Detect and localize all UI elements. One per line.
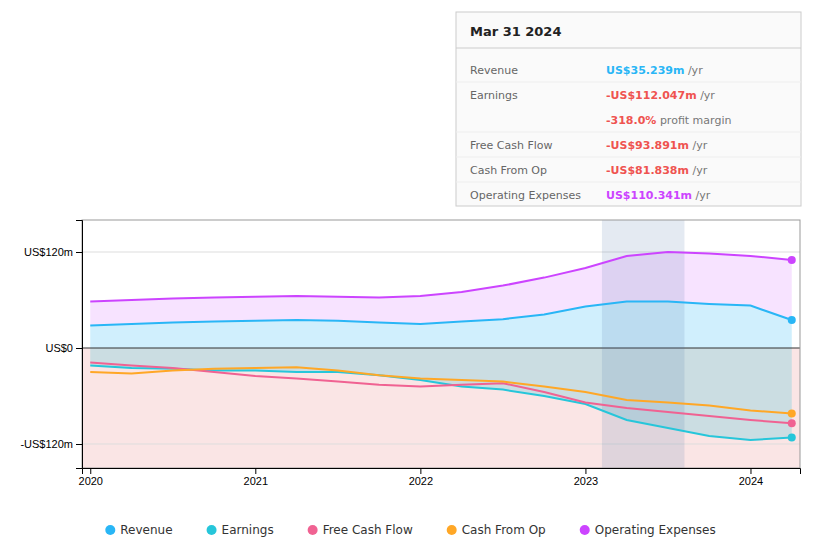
legend-swatch xyxy=(580,525,590,535)
tick-mark xyxy=(76,252,82,253)
info-suffix: profit margin xyxy=(656,114,731,127)
info-label: Cash From Op xyxy=(470,164,547,177)
tick-label: -US$120m xyxy=(20,438,73,450)
legend-item: Operating Expenses xyxy=(580,523,716,537)
info-divider xyxy=(456,132,801,133)
tick-mark xyxy=(76,348,82,349)
tick-label: US$0 xyxy=(45,342,73,354)
x-tick: 2024 xyxy=(739,468,763,487)
info-suffix: /yr xyxy=(689,164,708,177)
info-label: Earnings xyxy=(470,89,518,102)
zero-line xyxy=(82,347,800,348)
tick-label: 2022 xyxy=(409,475,433,487)
info-value: -US$112.047m xyxy=(606,89,697,102)
info-label: Revenue xyxy=(470,64,518,77)
tick-label: 2024 xyxy=(739,475,763,487)
tick-mark xyxy=(76,444,82,445)
x-axis: 2020 2021 2022 2023 2024 xyxy=(79,468,801,487)
info-suffix: /yr xyxy=(684,64,703,77)
legend-swatch xyxy=(447,525,457,535)
info-value: US$110.341m xyxy=(606,189,692,202)
x-tick: 2021 xyxy=(244,468,268,487)
legend-label: Operating Expenses xyxy=(595,523,716,537)
info-divider xyxy=(456,82,801,83)
series-line xyxy=(90,362,791,423)
loss-region xyxy=(82,348,800,468)
tick-mark xyxy=(90,468,91,474)
info-value: -US$81.838m xyxy=(606,164,689,177)
end-dot xyxy=(788,410,796,418)
series-line xyxy=(90,366,791,440)
tick-label: 2023 xyxy=(574,475,598,487)
tick-mark xyxy=(585,468,586,474)
info-box-frame xyxy=(456,12,801,206)
info-suffix: /yr xyxy=(697,89,716,102)
legend-label: Free Cash Flow xyxy=(323,523,413,537)
plot-frame xyxy=(82,220,800,468)
y-tick: -US$120m xyxy=(20,438,82,450)
tick-label: US$120m xyxy=(24,246,73,258)
legend-item: Earnings xyxy=(207,523,274,537)
end-dot xyxy=(788,256,796,264)
info-box: Mar 31 2024 Revenue US$35.239m /yr Earnings… xyxy=(456,12,801,206)
legend-label: Earnings xyxy=(222,523,274,537)
x-tick: 2020 xyxy=(79,468,103,487)
end-dot xyxy=(788,419,796,427)
tick-label: 2021 xyxy=(244,475,268,487)
y-axis: -US$120m US$0 US$120m xyxy=(20,221,82,469)
legend: Revenue Earnings Free Cash Flow Cash From O… xyxy=(105,523,715,537)
series-line xyxy=(90,302,791,326)
info-label: Free Cash Flow xyxy=(470,139,553,152)
info-label: Operating Expenses xyxy=(470,189,581,202)
tick-mark xyxy=(420,468,421,474)
highlight-band xyxy=(602,220,685,468)
tick-mark xyxy=(255,468,256,474)
x-tick: 2022 xyxy=(409,468,433,487)
chart: 2020 2021 2022 2023 2024 -US$120m US$0 US$120m M… xyxy=(0,0,821,560)
info-suffix: /yr xyxy=(692,189,711,202)
plot-marks xyxy=(82,220,800,468)
legend-item: Revenue xyxy=(105,523,172,537)
grid-line xyxy=(82,444,800,445)
legend-label: Revenue xyxy=(120,523,172,537)
axis-line xyxy=(83,469,801,475)
info-divider xyxy=(456,48,801,49)
end-dot xyxy=(788,316,796,324)
info-value: US$35.239m xyxy=(606,64,684,77)
y-tick: US$0 xyxy=(45,342,82,354)
info-divider xyxy=(456,157,801,158)
end-dot xyxy=(788,434,796,442)
info-title: Mar 31 2024 xyxy=(470,24,561,39)
legend-label: Cash From Op xyxy=(462,523,546,537)
info-divider xyxy=(456,182,801,183)
legend-swatch xyxy=(105,525,115,535)
info-value: -318.0% xyxy=(606,114,656,127)
series-line xyxy=(90,367,791,413)
info-value: -US$93.891m xyxy=(606,139,689,152)
area-fill xyxy=(90,348,791,440)
x-tick: 2023 xyxy=(574,468,598,487)
legend-swatch xyxy=(207,525,217,535)
y-tick: US$120m xyxy=(24,246,82,258)
legend-item: Free Cash Flow xyxy=(308,523,413,537)
legend-swatch xyxy=(308,525,318,535)
tick-label: 2020 xyxy=(79,475,103,487)
expense-band xyxy=(90,252,791,326)
info-suffix: /yr xyxy=(689,139,708,152)
axis-line xyxy=(76,221,83,469)
legend-item: Cash From Op xyxy=(447,523,546,537)
tick-mark xyxy=(750,468,751,474)
series-line xyxy=(90,252,791,302)
